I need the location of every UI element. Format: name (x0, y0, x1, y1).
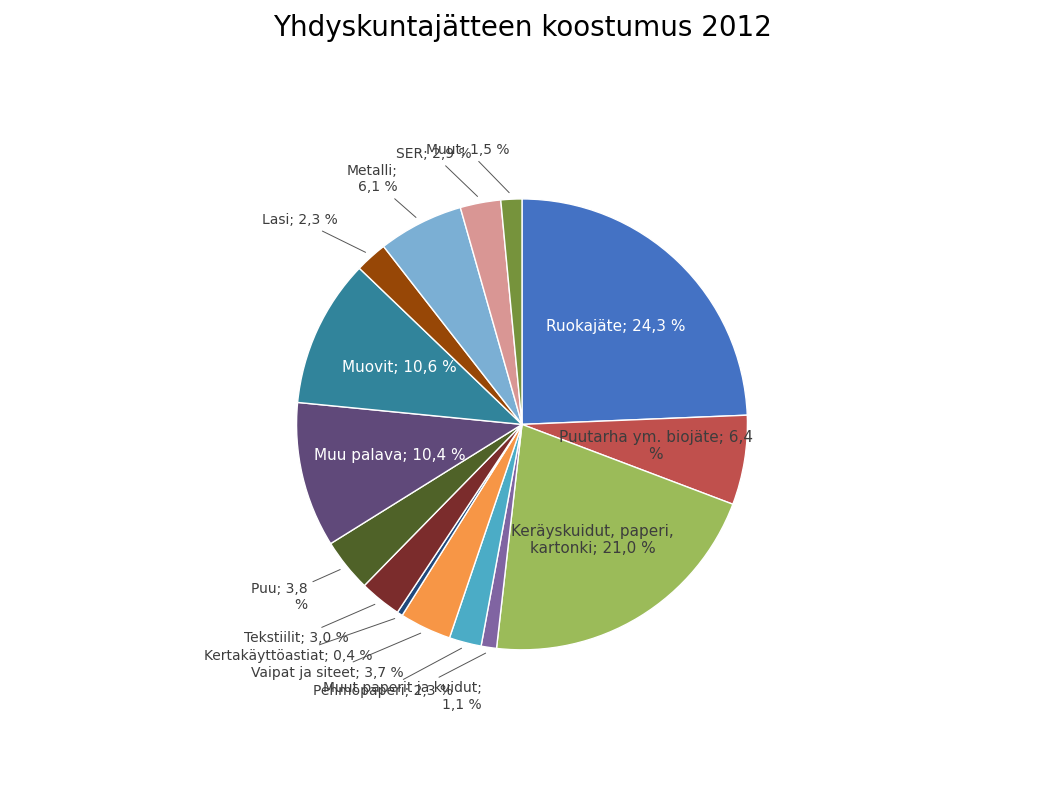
Text: Pehmopaperi; 2,3 %: Pehmopaperi; 2,3 % (312, 648, 461, 698)
Text: Metalli;
6,1 %: Metalli; 6,1 % (347, 164, 416, 217)
Wedge shape (481, 424, 522, 649)
Wedge shape (450, 424, 522, 646)
Text: Muut paperit ja kuidut;
1,1 %: Muut paperit ja kuidut; 1,1 % (323, 653, 485, 712)
Text: Tekstiilit; 3,0 %: Tekstiilit; 3,0 % (244, 604, 375, 646)
Text: Muovit; 10,6 %: Muovit; 10,6 % (341, 360, 456, 376)
Wedge shape (522, 199, 748, 424)
Wedge shape (364, 424, 522, 612)
Text: SER; 2,9 %: SER; 2,9 % (396, 147, 477, 197)
Wedge shape (501, 199, 522, 424)
Wedge shape (298, 268, 522, 424)
Wedge shape (497, 424, 733, 650)
Wedge shape (460, 200, 522, 424)
Text: Muu palava; 10,4 %: Muu palava; 10,4 % (314, 447, 466, 463)
Text: Ruokajäte; 24,3 %: Ruokajäte; 24,3 % (546, 320, 686, 334)
Wedge shape (383, 208, 522, 424)
Text: Muut; 1,5 %: Muut; 1,5 % (426, 143, 509, 193)
Text: Keräyskuidut, paperi,
kartonki; 21,0 %: Keräyskuidut, paperi, kartonki; 21,0 % (512, 523, 673, 556)
Title: Yhdyskuntajätteen koostumus 2012: Yhdyskuntajätteen koostumus 2012 (272, 14, 772, 42)
Wedge shape (522, 415, 748, 504)
Text: Puutarha ym. biojäte; 6,4
%: Puutarha ym. biojäte; 6,4 % (559, 430, 753, 462)
Wedge shape (402, 424, 522, 638)
Wedge shape (331, 424, 522, 586)
Text: Kertakäyttöastiat; 0,4 %: Kertakäyttöastiat; 0,4 % (205, 618, 395, 662)
Wedge shape (398, 424, 522, 615)
Wedge shape (296, 403, 522, 543)
Text: Lasi; 2,3 %: Lasi; 2,3 % (262, 213, 365, 252)
Text: Puu; 3,8
%: Puu; 3,8 % (251, 570, 340, 612)
Wedge shape (359, 246, 522, 424)
Text: Vaipat ja siteet; 3,7 %: Vaipat ja siteet; 3,7 % (252, 633, 421, 680)
